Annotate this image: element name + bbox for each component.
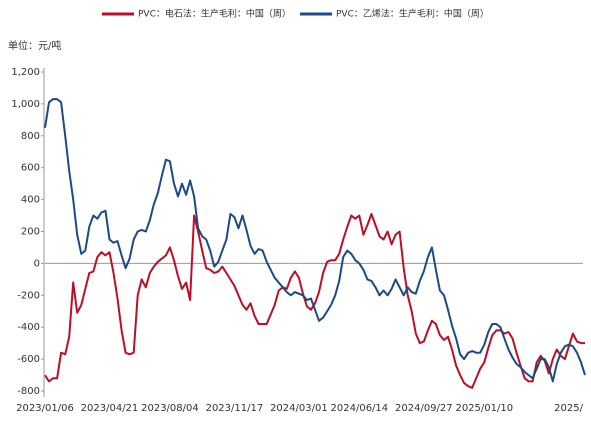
y-tick-label: -800	[17, 386, 40, 397]
x-tick-label: 2024/06/14	[331, 403, 389, 414]
legend-label: PVC：电石法：生产毛利：中国（周）	[138, 8, 291, 20]
x-tick-label: 2025/	[554, 403, 583, 414]
y-tick-label: -400	[17, 322, 40, 333]
y-tick-label: 600	[21, 163, 40, 174]
y-tick-label: 0	[34, 258, 40, 269]
unit-label: 单位：元/吨	[8, 39, 61, 52]
y-tick-label: 400	[21, 195, 40, 206]
y-tick-label: -600	[17, 354, 40, 365]
x-tick-label: 2025/01/10	[455, 403, 513, 414]
y-tick-label: -200	[17, 290, 40, 301]
series-line	[44, 98, 586, 383]
series-line	[44, 213, 585, 389]
y-tick-label: 1,000	[11, 99, 40, 110]
x-tick-label: 2023/11/17	[206, 403, 264, 414]
x-tick-label: 2024/03/01	[270, 403, 328, 414]
y-tick-label: 200	[21, 227, 40, 238]
y-tick-label: 800	[21, 131, 40, 142]
legend-label: PVC：乙烯法：生产毛利：中国（周）	[336, 8, 489, 20]
x-tick-label: 2024/09/27	[395, 403, 453, 414]
x-tick-label: 2023/01/06	[16, 403, 74, 414]
y-tick-label: 1,200	[11, 67, 40, 78]
x-tick-label: 2023/08/04	[141, 403, 199, 414]
x-tick-label: 2023/04/21	[81, 403, 139, 414]
